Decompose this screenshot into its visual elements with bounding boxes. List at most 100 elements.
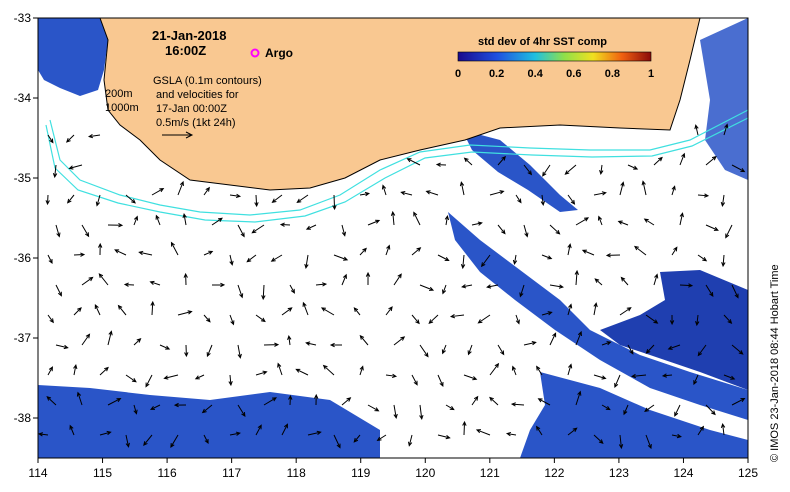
velocity-arrow — [302, 301, 309, 316]
velocity-arrow — [645, 344, 655, 354]
y-tick-label: -35 — [14, 171, 32, 185]
sst-patch-east — [600, 270, 748, 390]
colorbar-tick-label: 0 — [455, 68, 461, 80]
velocity-arrow — [400, 191, 413, 196]
velocity-arrow — [184, 344, 189, 358]
velocity-arrow — [601, 341, 612, 346]
velocity-arrow — [575, 330, 582, 346]
velocity-arrow — [497, 155, 506, 166]
velocity-arrow — [263, 397, 277, 406]
velocity-arrow — [720, 422, 726, 436]
velocity-arrow — [97, 242, 103, 256]
velocity-arrow — [246, 254, 257, 263]
velocity-arrow — [511, 365, 517, 376]
argo-marker-icon — [250, 48, 260, 58]
velocity-arrow — [341, 397, 352, 406]
velocity-arrow — [45, 194, 50, 206]
velocity-arrow — [107, 223, 124, 228]
velocity-arrow — [471, 221, 483, 226]
velocity-arrow — [593, 434, 604, 444]
velocity-arrow — [497, 344, 505, 356]
title-date: 21-Jan-2018 — [152, 28, 226, 43]
gsla-note-line-4: 0.5m/s (1kt 24h) — [156, 117, 235, 129]
x-tick-label: 124 — [673, 466, 693, 480]
velocity-arrow — [695, 314, 700, 327]
velocity-arrow — [170, 241, 179, 256]
velocity-arrow — [705, 155, 717, 166]
velocity-arrow — [694, 124, 699, 136]
velocity-arrow — [731, 344, 744, 355]
velocity-arrow — [333, 254, 349, 261]
velocity-arrow — [671, 185, 676, 196]
velocity-arrow — [641, 180, 647, 196]
velocity-arrow — [47, 314, 54, 324]
velocity-arrow — [460, 254, 466, 270]
velocity-arrow — [332, 194, 337, 211]
colorbar-tick-label: 0.4 — [528, 68, 544, 80]
velocity-arrow — [720, 194, 726, 208]
velocity-arrow — [541, 311, 553, 316]
velocity-arrow — [385, 306, 393, 316]
velocity-arrow — [463, 374, 478, 381]
velocity-arrow — [731, 164, 746, 173]
velocity-arrow — [523, 164, 533, 176]
velocity-arrow — [322, 364, 335, 376]
x-tick-label: 123 — [609, 466, 629, 480]
velocity-arrow — [407, 434, 413, 447]
velocity-arrow — [288, 394, 293, 406]
velocity-arrow — [627, 164, 639, 170]
velocity-arrow — [206, 344, 213, 358]
velocity-arrow — [618, 434, 624, 450]
depth-label-1000m: 1000m — [105, 102, 139, 114]
velocity-arrow — [581, 249, 595, 256]
velocity-arrow — [411, 314, 420, 325]
velocity-arrow — [125, 194, 136, 204]
sst-patch-southeast — [520, 372, 748, 458]
velocity-arrow — [537, 398, 551, 406]
velocity-arrow — [47, 134, 54, 144]
velocity-arrow — [95, 194, 101, 207]
sst-patch-northwest — [38, 18, 108, 96]
sst-patch-band-upper — [462, 130, 578, 212]
velocity-arrow — [94, 303, 101, 316]
velocity-arrow — [81, 333, 91, 346]
colorbar-tick-label: 0.6 — [566, 68, 581, 80]
contour-200m — [49, 109, 749, 216]
velocity-arrow — [143, 434, 153, 447]
velocity-arrow — [564, 164, 577, 175]
velocity-arrow — [413, 211, 421, 226]
velocity-arrow — [229, 314, 235, 326]
velocity-arrow — [229, 193, 242, 199]
velocity-arrow — [605, 253, 621, 258]
velocity-arrow — [593, 302, 598, 316]
velocity-arrow — [125, 374, 137, 383]
velocity-arrow — [73, 364, 78, 376]
velocity-arrow — [289, 284, 295, 294]
velocity-arrow — [133, 338, 142, 346]
credit-text: © IMOS 23-Jan-2018 08:44 Hobart Time — [769, 264, 781, 462]
velocity-arrow — [55, 284, 62, 297]
velocity-arrow — [489, 362, 500, 376]
velocity-arrow — [449, 313, 465, 319]
y-tick-label: -38 — [14, 411, 32, 425]
velocity-arrow — [55, 344, 69, 350]
velocity-arrow — [437, 374, 444, 388]
velocity-arrow — [81, 276, 94, 286]
velocity-arrow — [201, 404, 213, 414]
velocity-arrow — [619, 181, 625, 196]
velocity-arrow — [237, 284, 244, 299]
colorbar — [457, 51, 652, 62]
velocity-arrow — [81, 224, 90, 238]
velocity-arrow — [149, 404, 161, 410]
velocity-arrow — [542, 164, 551, 177]
velocity-arrow — [237, 344, 242, 359]
velocity-arrow — [149, 280, 161, 286]
velocity-arrow — [697, 254, 708, 262]
velocity-arrow — [671, 246, 678, 256]
x-tick-label: 119 — [351, 466, 370, 480]
velocity-arrow — [393, 336, 406, 346]
velocity-arrow — [441, 344, 447, 355]
velocity-arrow — [437, 434, 451, 440]
velocity-arrow — [723, 123, 729, 136]
